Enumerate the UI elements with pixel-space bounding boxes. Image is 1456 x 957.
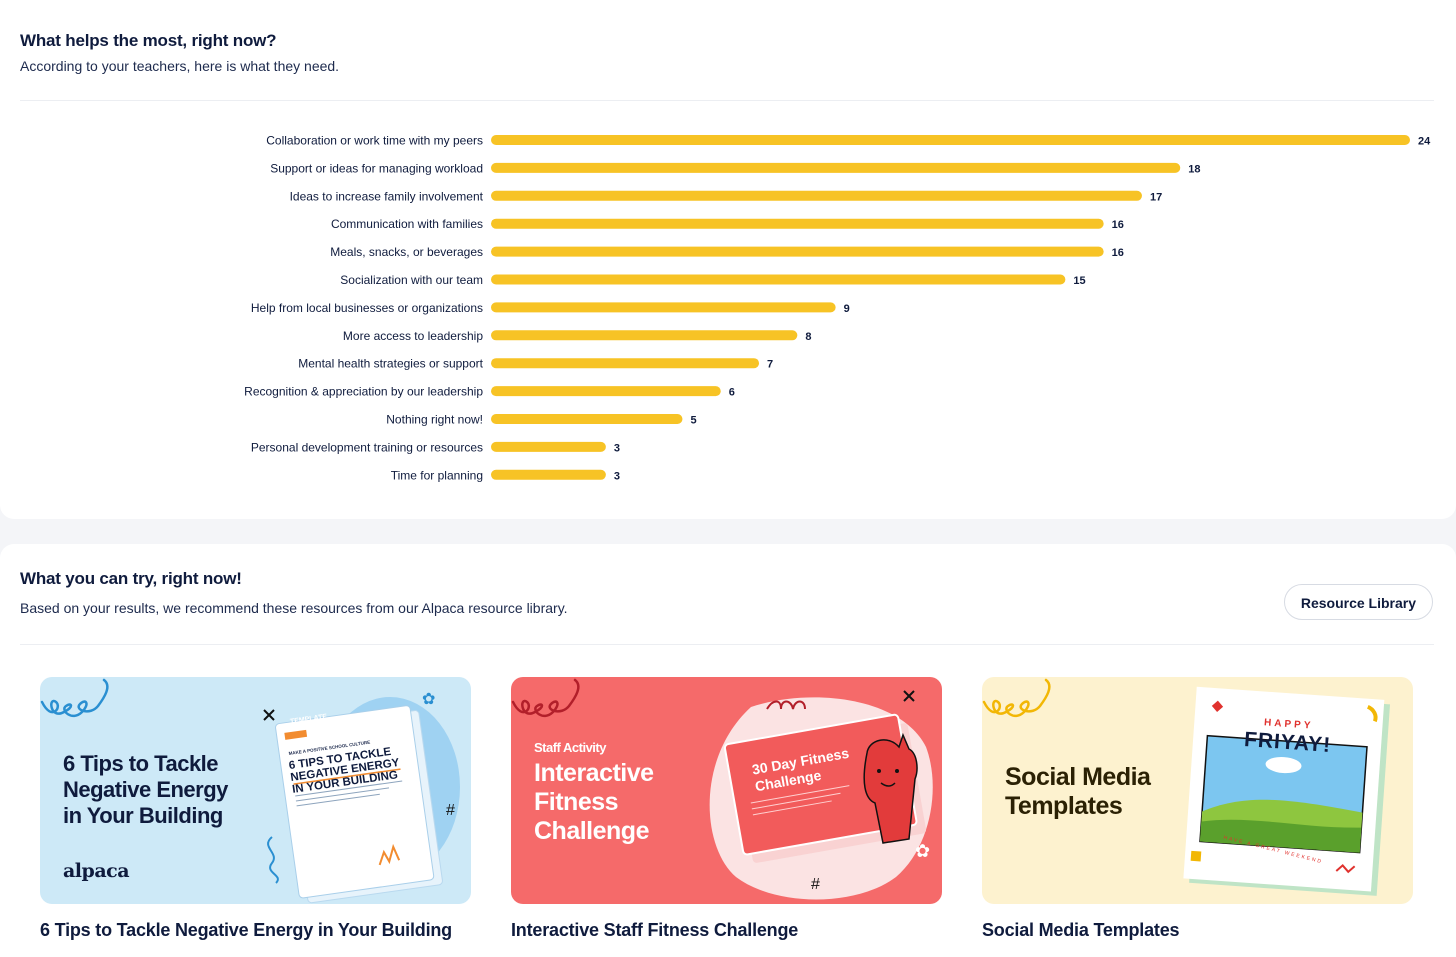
- bar: [491, 414, 683, 424]
- art-line: in Your Building: [63, 803, 223, 828]
- squiggle-decoration: [40, 678, 109, 718]
- bar-value: 15: [1073, 275, 1085, 287]
- bar: [491, 218, 1104, 229]
- bar: [491, 246, 1104, 257]
- resource-title-negative-energy[interactable]: 6 Tips to Tackle Negative Energy in Your…: [40, 920, 452, 940]
- bar-value: 9: [844, 303, 850, 315]
- bar: [491, 441, 606, 452]
- bar-label: Mental health strategies or support: [298, 357, 483, 371]
- squiggle-decoration: [511, 678, 580, 718]
- bar: [491, 190, 1142, 201]
- tile-art-title: Social Media Templates: [1005, 763, 1151, 821]
- bar-value: 3: [614, 442, 620, 454]
- bar-value: 16: [1112, 247, 1124, 259]
- bar-label: Recognition & appreciation by our leader…: [244, 385, 483, 399]
- bar-label: Support or ideas for managing workload: [270, 161, 483, 175]
- bar-value: 18: [1188, 163, 1200, 175]
- bar-value: 5: [690, 415, 696, 427]
- needs-bar-chart: Collaboration or work time with my peers…: [244, 134, 1431, 483]
- bar-label: Time for planning: [391, 468, 483, 482]
- art-line: Fitness: [534, 788, 619, 816]
- art-line: 6 Tips to Tackle: [63, 751, 219, 776]
- resource-title-fitness-challenge[interactable]: Interactive Staff Fitness Challenge: [511, 920, 799, 940]
- bar: [491, 162, 1181, 173]
- llama-illustration: [863, 732, 918, 844]
- resource-title-social-media[interactable]: Social Media Templates: [982, 920, 1180, 940]
- art-line: Interactive: [534, 759, 654, 787]
- bar: [491, 330, 798, 341]
- tile-art-title: Interactive Fitness Challenge: [534, 759, 654, 846]
- bar-label: Ideas to increase family involvement: [290, 189, 484, 203]
- puzzle-icon: ✿: [915, 841, 930, 861]
- needs-card: What helps the most, right now? Accordin…: [0, 0, 1456, 519]
- bar-value: 3: [614, 470, 620, 482]
- squiggle-decoration: [982, 678, 1051, 718]
- bar-label: Socialization with our team: [340, 273, 483, 287]
- x-mark-icon: [903, 690, 915, 702]
- art-line: Social Media: [1005, 763, 1151, 791]
- tile-art: # ✿: [511, 678, 933, 900]
- resource-library-button[interactable]: Resource Library: [1283, 584, 1433, 620]
- needs-title: What helps the most, right now?: [20, 31, 277, 50]
- bar: [491, 274, 1066, 285]
- bar-value: 24: [1418, 136, 1431, 148]
- divider: [20, 100, 1434, 101]
- resources-subtitle: Based on your results, we recommend thes…: [20, 600, 568, 616]
- bar: [491, 358, 760, 369]
- bar-value: 6: [729, 387, 735, 399]
- bar-value: 7: [767, 359, 773, 371]
- bar-label: Collaboration or work time with my peers: [266, 134, 483, 148]
- tile-art-title: 6 Tips to Tackle Negative Energy in Your…: [63, 751, 228, 829]
- x-mark-icon: [263, 709, 275, 721]
- art-line: Templates: [1005, 792, 1123, 820]
- resource-tile-social-media[interactable]: HAPPY FRIYAY! HAVE A GREAT WEEKEND Socia…: [982, 677, 1413, 904]
- hash-mark-icon: #: [446, 802, 455, 819]
- tile-art: ✿ #: [40, 678, 460, 904]
- divider: [20, 644, 1434, 645]
- bar-label: Nothing right now!: [386, 413, 483, 427]
- tile-kicker: Staff Activity: [534, 740, 606, 755]
- bar-label: Communication with families: [331, 217, 483, 231]
- bar-value: 17: [1150, 191, 1162, 203]
- bar-label: Meals, snacks, or beverages: [330, 245, 483, 259]
- bar-label: Personal development training or resourc…: [251, 440, 483, 454]
- bar-label: Help from local businesses or organizati…: [251, 301, 483, 315]
- resource-tile-negative-energy[interactable]: ✿ # TEMPLATE MAKE A POSITIVE SCHOOL CULT…: [40, 677, 471, 904]
- bar: [491, 302, 836, 313]
- resource-tile-fitness-challenge[interactable]: # ✿ 30 Day Fitness Challenge Staff Activ…: [511, 677, 942, 904]
- hash-mark-icon: #: [811, 876, 820, 893]
- bar: [491, 135, 1410, 145]
- puzzle-icon: ✿: [422, 691, 435, 708]
- bar: [491, 386, 721, 397]
- bar-label: More access to leadership: [343, 329, 483, 343]
- art-line: Negative Energy: [63, 777, 228, 802]
- bar: [491, 469, 606, 480]
- alpaca-logo: alpaca: [63, 860, 130, 882]
- needs-subtitle: According to your teachers, here is what…: [20, 58, 340, 74]
- resources-title: What you can try, right now!: [20, 569, 242, 588]
- bar-value: 16: [1112, 219, 1124, 231]
- bar-value: 8: [805, 331, 811, 343]
- tile-art: [982, 678, 1391, 896]
- art-line: Challenge: [534, 817, 649, 845]
